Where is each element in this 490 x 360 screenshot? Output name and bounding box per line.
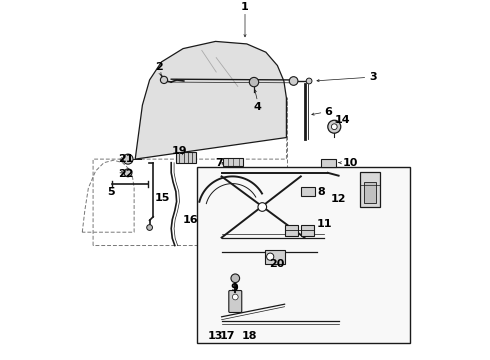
Text: 5: 5: [107, 186, 115, 197]
Circle shape: [231, 274, 240, 283]
Circle shape: [267, 253, 274, 260]
Circle shape: [331, 124, 337, 130]
Text: 7: 7: [216, 158, 223, 168]
Bar: [301, 187, 315, 196]
Text: 2: 2: [155, 62, 163, 72]
Circle shape: [289, 77, 298, 85]
Circle shape: [147, 225, 152, 230]
Text: 8: 8: [317, 186, 325, 197]
Text: 13: 13: [208, 330, 223, 341]
FancyBboxPatch shape: [229, 291, 242, 312]
Circle shape: [160, 76, 168, 84]
Circle shape: [258, 203, 267, 211]
Bar: [285, 225, 298, 236]
Circle shape: [249, 77, 259, 87]
Circle shape: [232, 294, 238, 300]
Text: 11: 11: [317, 219, 333, 229]
Text: 6: 6: [324, 107, 332, 117]
Text: 18: 18: [242, 330, 257, 341]
Bar: [321, 159, 336, 167]
Text: 12: 12: [331, 194, 346, 204]
Bar: [301, 225, 315, 236]
Circle shape: [306, 78, 312, 84]
Polygon shape: [135, 41, 286, 159]
Text: 10: 10: [342, 158, 358, 168]
Circle shape: [124, 169, 132, 177]
Bar: [176, 152, 196, 163]
Text: 4: 4: [254, 102, 262, 112]
Bar: [265, 250, 285, 264]
Text: 9: 9: [230, 283, 238, 293]
Circle shape: [123, 154, 133, 164]
Text: 22: 22: [118, 168, 134, 179]
Text: 1: 1: [241, 1, 249, 12]
Bar: [360, 172, 380, 207]
Circle shape: [328, 120, 341, 133]
Text: 14: 14: [334, 114, 350, 125]
Text: 19: 19: [172, 145, 187, 156]
Bar: [197, 167, 410, 343]
Text: 17: 17: [219, 330, 235, 341]
Bar: [223, 158, 243, 166]
Text: 21: 21: [118, 154, 134, 164]
Text: 20: 20: [270, 258, 285, 269]
Bar: [364, 182, 376, 203]
Text: 15: 15: [154, 193, 170, 203]
Text: 16: 16: [183, 215, 199, 225]
Text: 3: 3: [369, 72, 377, 82]
